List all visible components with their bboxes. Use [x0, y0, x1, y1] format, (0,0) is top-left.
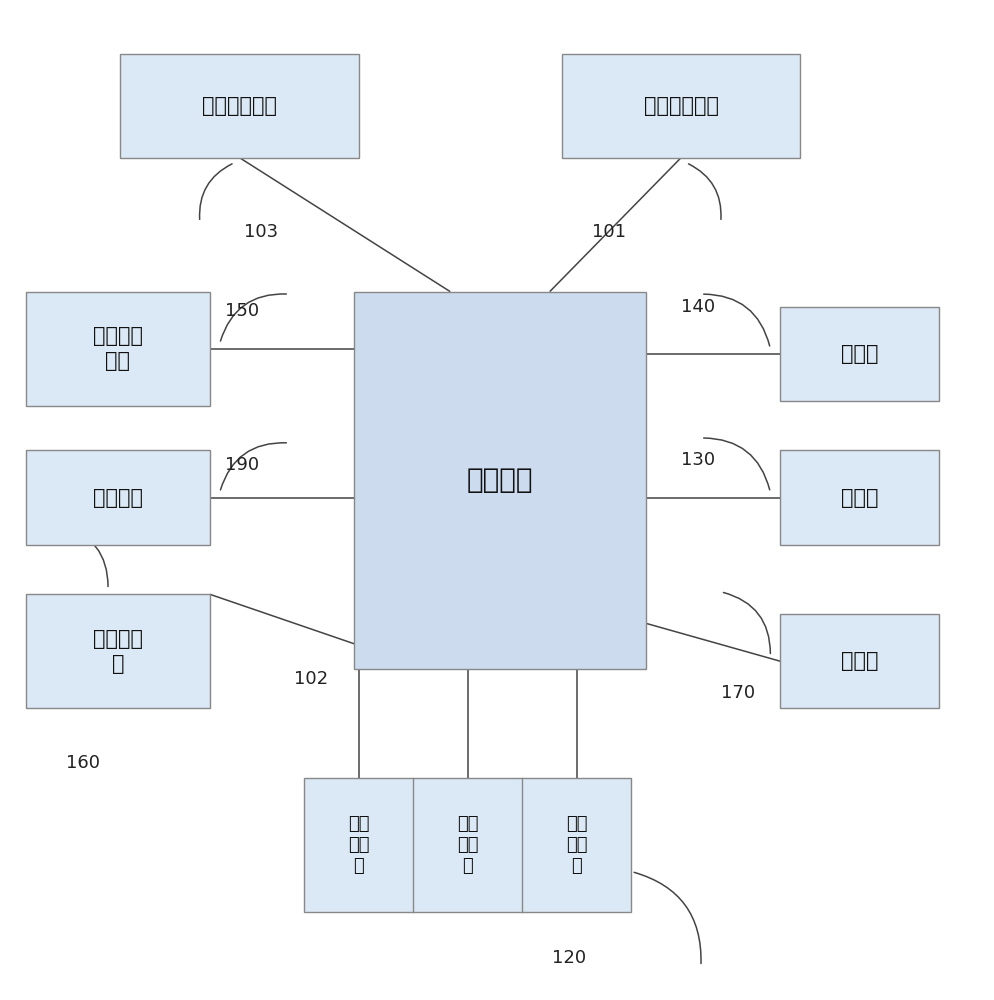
- Text: 150: 150: [225, 302, 258, 320]
- Text: 控制芯片: 控制芯片: [466, 466, 533, 494]
- Text: 红外
收发
器: 红外 收发 器: [456, 815, 478, 875]
- FancyBboxPatch shape: [779, 307, 938, 401]
- FancyBboxPatch shape: [304, 778, 631, 912]
- Text: 120: 120: [552, 949, 585, 967]
- FancyBboxPatch shape: [562, 54, 799, 158]
- Text: 红外
收发
器: 红外 收发 器: [566, 815, 587, 875]
- Text: 101: 101: [591, 223, 625, 241]
- Text: 190: 190: [225, 456, 258, 474]
- Text: 160: 160: [66, 754, 99, 772]
- Text: 102: 102: [294, 670, 328, 688]
- Text: 扬声器: 扬声器: [840, 488, 878, 508]
- Text: 103: 103: [245, 223, 278, 241]
- FancyBboxPatch shape: [26, 292, 210, 406]
- Text: 麦克风: 麦克风: [840, 651, 878, 671]
- FancyBboxPatch shape: [779, 450, 938, 545]
- FancyBboxPatch shape: [779, 614, 938, 708]
- FancyBboxPatch shape: [26, 594, 210, 708]
- FancyBboxPatch shape: [26, 450, 210, 545]
- FancyBboxPatch shape: [353, 292, 646, 669]
- Text: 130: 130: [680, 451, 715, 469]
- Text: 170: 170: [720, 684, 754, 702]
- Text: 显示屏: 显示屏: [840, 344, 878, 364]
- Text: 布撤防开
关: 布撤防开 关: [92, 629, 143, 674]
- Text: 配置按键: 配置按键: [92, 488, 143, 508]
- FancyBboxPatch shape: [120, 54, 358, 158]
- Text: 紧急通信
装置: 紧急通信 装置: [92, 326, 143, 371]
- Text: 无线通信芯片: 无线通信芯片: [202, 96, 276, 116]
- Text: 红外
收发
器: 红外 收发 器: [348, 815, 369, 875]
- Text: 140: 140: [680, 298, 715, 316]
- Text: 蓝牙通信单元: 蓝牙通信单元: [643, 96, 718, 116]
